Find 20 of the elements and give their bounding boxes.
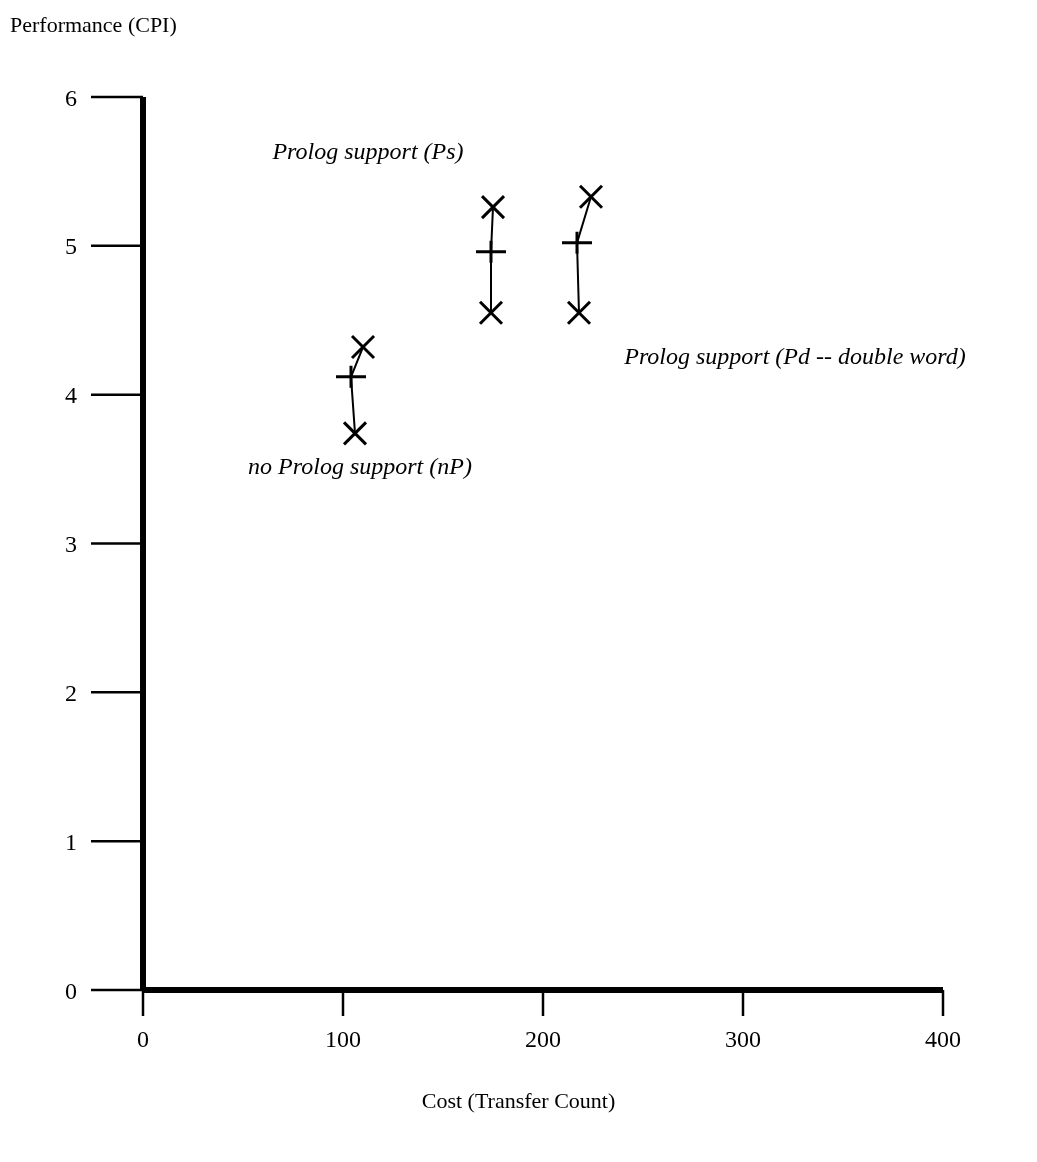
- y-tick-label: 1: [65, 828, 77, 855]
- x-tick-label: 200: [525, 1026, 561, 1053]
- y-tick-label: 0: [65, 977, 77, 1004]
- point: [336, 365, 366, 388]
- point: [562, 231, 592, 254]
- annotation: Prolog support (Pd -- double word): [623, 343, 966, 369]
- point: [476, 240, 506, 263]
- y-tick-label: 6: [65, 84, 77, 111]
- x-axis-title: Cost (Transfer Count): [420, 1088, 617, 1114]
- y-tick-label: 5: [65, 233, 77, 260]
- x-tick-label: 400: [925, 1026, 961, 1053]
- x-tick-label: 300: [725, 1026, 761, 1053]
- y-axis-title: Performance (CPI): [10, 12, 177, 38]
- annotation: no Prolog support (nP): [248, 453, 472, 479]
- x-tick-label: 100: [325, 1026, 361, 1053]
- y-tick-label: 2: [65, 679, 77, 706]
- y-tick-label: 3: [65, 531, 77, 558]
- annotation: Prolog support (Ps): [271, 138, 464, 164]
- y-tick-label: 4: [65, 382, 77, 409]
- x-tick-label: 0: [137, 1026, 149, 1053]
